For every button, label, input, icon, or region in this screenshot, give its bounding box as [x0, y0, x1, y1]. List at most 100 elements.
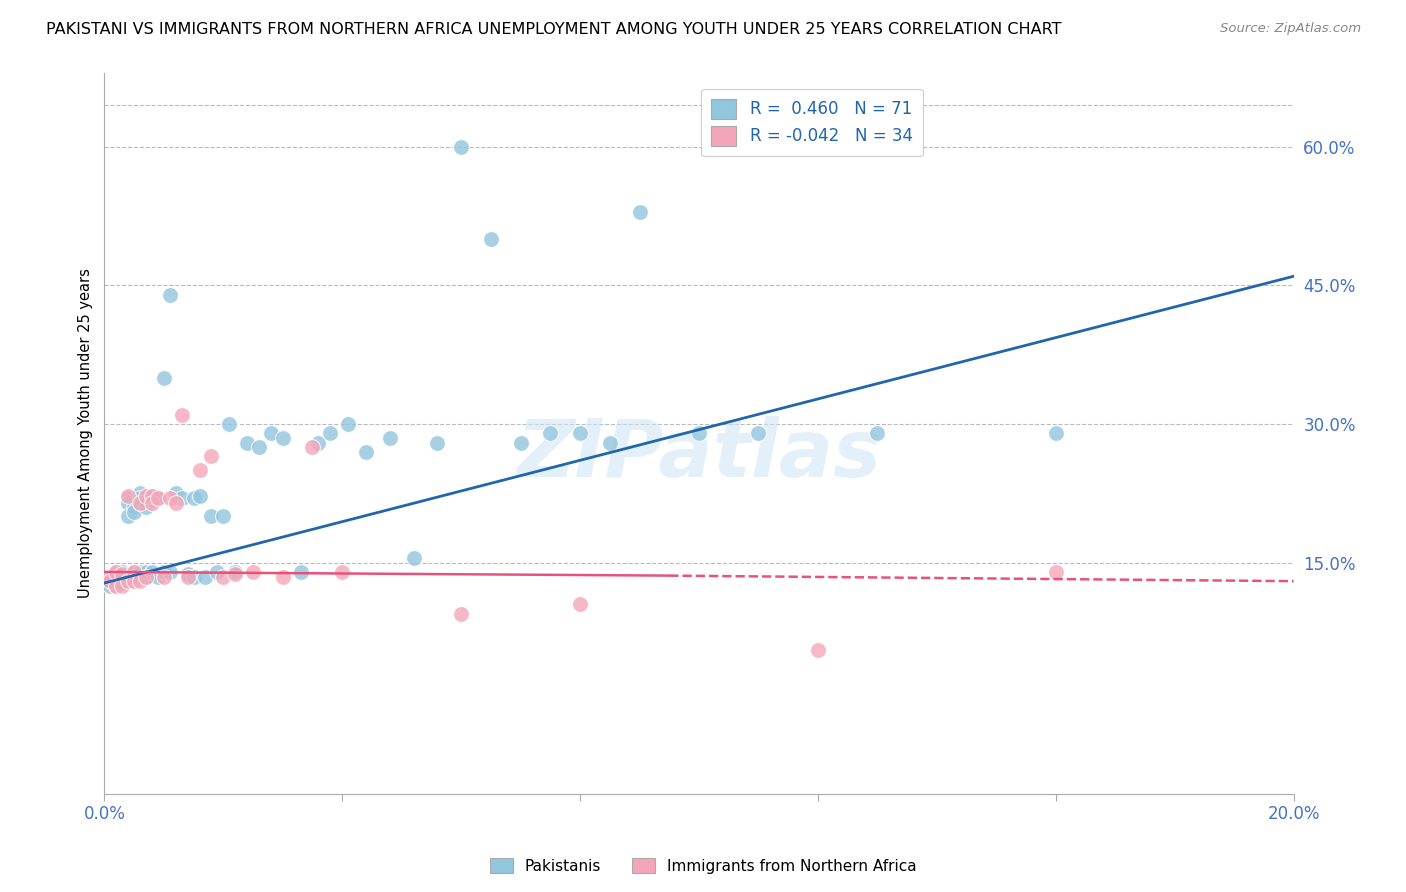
Point	[165, 495, 187, 509]
Point	[538, 426, 561, 441]
Point	[1045, 426, 1067, 441]
Point	[129, 574, 152, 589]
Point	[212, 569, 235, 583]
Point	[807, 643, 830, 657]
Point	[111, 566, 134, 581]
Point	[135, 500, 157, 515]
Point	[688, 426, 710, 441]
Point	[426, 435, 449, 450]
Point	[105, 574, 128, 589]
Point	[183, 491, 205, 505]
Point	[569, 426, 592, 441]
Point	[207, 565, 229, 579]
Point	[170, 491, 193, 505]
Point	[105, 579, 128, 593]
Point	[159, 287, 181, 301]
Point	[141, 489, 163, 503]
Point	[111, 566, 134, 581]
Point	[122, 574, 145, 589]
Point	[105, 565, 128, 579]
Point	[98, 574, 121, 589]
Point	[135, 569, 157, 583]
Point	[200, 450, 222, 464]
Point	[170, 408, 193, 422]
Point	[450, 607, 472, 621]
Point	[146, 491, 169, 505]
Point	[212, 509, 235, 524]
Point	[159, 491, 181, 505]
Point	[260, 426, 283, 441]
Y-axis label: Unemployment Among Youth under 25 years: Unemployment Among Youth under 25 years	[79, 268, 93, 599]
Point	[242, 565, 264, 579]
Point	[330, 565, 353, 579]
Point	[450, 140, 472, 154]
Point	[236, 435, 259, 450]
Point	[141, 492, 163, 507]
Legend: Pakistanis, Immigrants from Northern Africa: Pakistanis, Immigrants from Northern Afr…	[484, 852, 922, 880]
Point	[271, 431, 294, 445]
Point	[135, 489, 157, 503]
Point	[129, 491, 152, 505]
Point	[307, 435, 329, 450]
Point	[165, 486, 187, 500]
Text: Source: ZipAtlas.com: Source: ZipAtlas.com	[1220, 22, 1361, 36]
Point	[1045, 565, 1067, 579]
Point	[224, 565, 246, 579]
Legend: R =  0.460   N = 71, R = -0.042   N = 34: R = 0.460 N = 71, R = -0.042 N = 34	[702, 88, 922, 156]
Point	[247, 440, 270, 454]
Point	[98, 569, 121, 583]
Point	[183, 569, 205, 583]
Point	[337, 417, 360, 431]
Point	[224, 566, 246, 581]
Point	[135, 565, 157, 579]
Point	[122, 569, 145, 583]
Point	[111, 571, 134, 585]
Point	[129, 495, 152, 509]
Point	[111, 565, 134, 579]
Point	[194, 569, 217, 583]
Point	[188, 463, 211, 477]
Text: PAKISTANI VS IMMIGRANTS FROM NORTHERN AFRICA UNEMPLOYMENT AMONG YOUTH UNDER 25 Y: PAKISTANI VS IMMIGRANTS FROM NORTHERN AF…	[46, 22, 1062, 37]
Point	[122, 505, 145, 519]
Point	[117, 489, 139, 503]
Point	[141, 565, 163, 579]
Point	[129, 495, 152, 509]
Point	[176, 566, 198, 581]
Point	[98, 574, 121, 589]
Point	[122, 500, 145, 515]
Point	[569, 597, 592, 611]
Point	[402, 551, 425, 566]
Point	[146, 491, 169, 505]
Point	[218, 417, 240, 431]
Point	[117, 569, 139, 583]
Point	[129, 565, 152, 579]
Point	[479, 232, 502, 246]
Point	[105, 569, 128, 583]
Point	[159, 565, 181, 579]
Point	[354, 445, 377, 459]
Point	[117, 495, 139, 509]
Point	[122, 565, 145, 579]
Point	[188, 489, 211, 503]
Point	[117, 509, 139, 524]
Point	[111, 576, 134, 591]
Point	[146, 569, 169, 583]
Point	[271, 569, 294, 583]
Point	[153, 569, 176, 583]
Point	[628, 204, 651, 219]
Point	[105, 565, 128, 579]
Point	[98, 579, 121, 593]
Point	[301, 440, 323, 454]
Point	[105, 579, 128, 593]
Point	[153, 371, 176, 385]
Point	[290, 565, 312, 579]
Point	[141, 495, 163, 509]
Point	[129, 486, 152, 500]
Point	[509, 435, 531, 450]
Point	[319, 426, 342, 441]
Point	[599, 435, 621, 450]
Point	[117, 491, 139, 505]
Point	[117, 574, 139, 589]
Point	[111, 565, 134, 579]
Text: ZIPatlas: ZIPatlas	[516, 416, 882, 494]
